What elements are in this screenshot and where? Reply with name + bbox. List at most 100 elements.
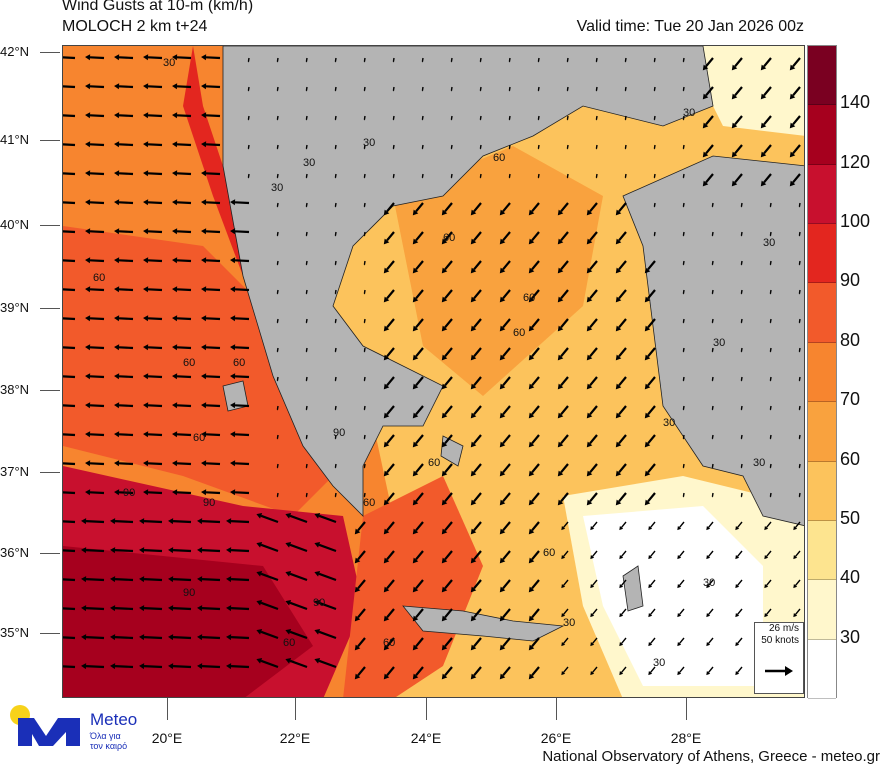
wind-arrow	[557, 231, 569, 245]
wind-arrow	[383, 231, 395, 245]
arrow-shaft	[792, 173, 801, 184]
wind-arrow	[499, 608, 511, 622]
wind-arrow	[731, 86, 743, 100]
wind-arrow	[201, 489, 221, 496]
wind-arrow	[644, 463, 656, 477]
wind-arrow	[114, 141, 134, 148]
wind-arrow	[63, 607, 76, 611]
arrow-head	[557, 267, 564, 274]
arrow-head	[677, 584, 682, 589]
wind-arrow	[619, 608, 627, 618]
arrow-head	[172, 489, 178, 496]
wind-arrow	[256, 658, 279, 669]
arrow-head	[615, 209, 622, 216]
arrow-head	[682, 234, 685, 237]
arrow-shaft	[318, 543, 337, 553]
arrow-head	[711, 263, 714, 266]
arrow-shaft	[386, 347, 395, 358]
arrow-shaft	[736, 637, 743, 644]
wind-arrow	[114, 373, 134, 380]
wind-arrow	[201, 141, 221, 148]
wind-arrow	[624, 86, 627, 92]
wind-arrow	[63, 201, 76, 205]
wind-arrow	[363, 86, 366, 92]
contour-label: 30	[753, 457, 765, 469]
wind-arrow	[499, 434, 511, 448]
wind-arrow	[595, 57, 598, 63]
wind-arrow	[197, 518, 221, 525]
arrow-head	[653, 89, 656, 92]
arrow-shaft	[792, 144, 801, 155]
contour-label: 30	[713, 337, 725, 349]
arrow-head	[624, 118, 627, 121]
wind-arrow	[63, 317, 76, 321]
arrow-head	[172, 199, 178, 206]
wind-arrow	[653, 202, 656, 208]
wind-arrow	[711, 260, 714, 266]
land-turkey	[622, 155, 804, 526]
wind-arrow	[769, 231, 772, 237]
arrow-shaft	[176, 56, 192, 60]
arrow-head	[682, 118, 685, 121]
wind-arrow	[590, 608, 598, 618]
arrow-head	[537, 89, 540, 92]
arrow-shaft	[473, 608, 482, 619]
arrow-shaft	[560, 289, 569, 300]
arrow-shaft	[736, 608, 743, 615]
arrow-shaft	[89, 172, 105, 176]
wind-arrow	[305, 231, 308, 237]
wind-arrow	[85, 199, 105, 206]
arrow-shaft	[143, 636, 163, 640]
wind-arrow	[230, 460, 250, 467]
arrow-head	[441, 238, 448, 245]
wind-arrow	[508, 144, 511, 150]
wind-arrow	[624, 173, 627, 179]
wind-arrow	[470, 318, 482, 332]
arrow-shaft	[205, 114, 221, 118]
wind-arrow	[789, 144, 801, 158]
arrow-head	[392, 118, 395, 121]
arrow-shaft	[734, 86, 743, 97]
arrow-head	[537, 147, 540, 150]
arrow-shaft	[705, 144, 714, 155]
arrow-shaft	[201, 636, 221, 640]
arrow-head	[276, 495, 279, 498]
arrow-head	[499, 267, 506, 274]
wind-arrow	[230, 257, 250, 264]
arrow-head	[412, 499, 419, 506]
wind-arrow	[499, 666, 511, 680]
wind-arrow	[85, 315, 105, 322]
arrow-shaft	[705, 115, 714, 126]
arrow-shaft	[176, 491, 192, 495]
wind-arrow	[793, 550, 801, 560]
arrow-shaft	[260, 659, 279, 669]
arrow-head	[230, 257, 236, 264]
arrow-head	[441, 673, 448, 680]
arrow-head	[305, 89, 308, 92]
wind-arrow	[305, 376, 308, 382]
wind-arrow	[412, 202, 424, 216]
arrow-head	[769, 495, 772, 498]
arrow-shaft	[707, 666, 714, 673]
colorbar-label: 80	[840, 329, 861, 350]
arrow-shaft	[618, 318, 627, 329]
wind-arrow	[537, 173, 540, 179]
arrow-head	[769, 350, 772, 353]
arrow-shaft	[260, 514, 279, 524]
arrow-shaft	[502, 231, 511, 242]
arrow-head	[143, 431, 149, 438]
arrow-shaft	[357, 521, 366, 532]
arrow-head	[528, 557, 535, 564]
arrow-head	[586, 383, 593, 390]
arrow-head	[561, 584, 566, 589]
arrow-head	[114, 199, 120, 206]
arrow-shaft	[85, 636, 105, 640]
arrow-shaft	[176, 288, 192, 292]
arrow-head	[85, 54, 91, 61]
arrow-head	[230, 489, 236, 496]
wind-arrow	[114, 54, 134, 61]
wind-arrow	[450, 86, 453, 92]
wind-arrow	[305, 492, 308, 498]
arrow-shaft	[415, 260, 424, 271]
wind-arrow	[383, 289, 395, 303]
